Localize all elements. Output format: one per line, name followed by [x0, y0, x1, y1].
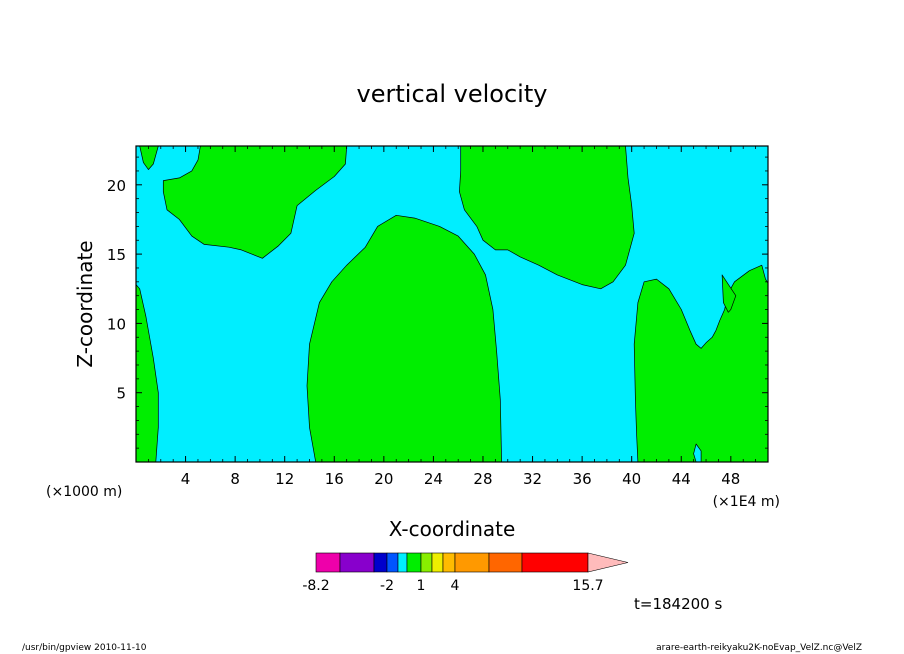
time-label: t=184200 s	[634, 595, 722, 613]
contour-region-left-edge-strip	[136, 284, 159, 462]
contour-region-right-notch-patch	[721, 274, 737, 313]
footer-right: arare-earth-reikyaku2K-noEvap_VelZ.nc@Ve…	[656, 643, 862, 653]
footer-left: /usr/bin/gpview 2010-11-10	[22, 643, 147, 653]
y-tick-label: 5	[116, 385, 126, 403]
colorbar-segment	[315, 552, 341, 573]
colorbar-segment	[386, 552, 399, 573]
x-tick-label: 48	[721, 470, 740, 488]
x-tick-label: 28	[473, 470, 492, 488]
colorbar-tick-label: -2	[380, 578, 394, 594]
x-tick-label: 4	[181, 470, 191, 488]
x-tick-label: 24	[424, 470, 443, 488]
colorbar-segment	[339, 552, 375, 573]
contour-region-upper-left-blob	[162, 146, 348, 259]
x-tick-label: 32	[523, 470, 542, 488]
x-tick-label: 12	[275, 470, 294, 488]
colorbar-segment	[521, 552, 589, 573]
contour-region-center-column	[306, 214, 502, 462]
x-unit-left-label: (×1000 m)	[46, 484, 122, 500]
x-tick-label: 8	[230, 470, 240, 488]
chart-title: vertical velocity	[357, 80, 548, 108]
colorbar-extend-triangle	[587, 552, 629, 573]
y-tick-label: 10	[107, 315, 126, 333]
colorbar-tick-label: -8.2	[302, 578, 329, 594]
colorbar-tick-label: 15.7	[572, 578, 603, 594]
colorbar-segment	[431, 552, 444, 573]
contour-region-upper-right-blob	[459, 146, 635, 290]
colorbar-segment	[373, 552, 388, 573]
contour-region-top-left-sliver	[139, 146, 159, 170]
colorbar	[315, 552, 629, 573]
y-tick-label: 15	[107, 246, 126, 264]
x-tick-label: 44	[672, 470, 691, 488]
colorbar-segment	[397, 552, 408, 573]
colorbar-tick-label: 4	[451, 578, 460, 594]
x-unit-right-label: (×1E4 m)	[713, 494, 780, 510]
contour-region-lower-right-region	[633, 264, 768, 462]
colorbar-labels: -8.2 -2 1 4 15.7	[302, 578, 603, 594]
colorbar-segment	[420, 552, 433, 573]
x-tick-label: 16	[325, 470, 344, 488]
x-tick-label: 36	[573, 470, 592, 488]
plot-frame	[135, 145, 769, 463]
colorbar-segment	[454, 552, 490, 573]
colorbar-segment	[488, 552, 523, 573]
x-axis-label: X-coordinate	[389, 517, 516, 541]
y-axis-label: Z-coordinate	[73, 240, 97, 367]
colorbar-segment	[442, 552, 456, 573]
colorbar-segment	[406, 552, 422, 573]
x-tick-label: 20	[374, 470, 393, 488]
colorbar-tick-label: 1	[417, 578, 426, 594]
y-tick-label: 20	[107, 177, 126, 195]
x-tick-label: 40	[622, 470, 641, 488]
